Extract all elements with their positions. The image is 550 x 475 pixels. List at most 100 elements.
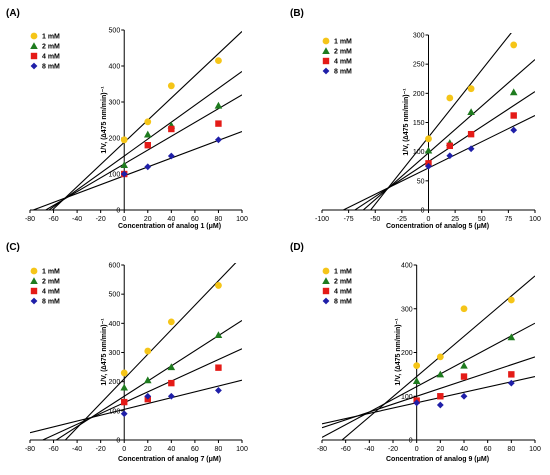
legend-marker-8-mm [322, 297, 330, 305]
x-tick-label: -20 [96, 216, 106, 223]
data-point [510, 126, 518, 134]
y-axis-title: 1/V, (∆475 nm/min)⁻¹ [403, 88, 410, 156]
series-8-mm [120, 387, 222, 418]
series-4-mm [425, 112, 517, 167]
data-point [425, 162, 432, 170]
data-point [412, 377, 421, 384]
fit-lines [322, 275, 535, 440]
data-point [214, 331, 223, 339]
x-tick-label: 20 [144, 216, 152, 223]
x-tick-label: 80 [215, 446, 223, 453]
legend-label: 4 mM [334, 59, 352, 66]
x-tick-label: 80 [215, 216, 223, 223]
fit-line-4-mm [41, 348, 242, 440]
data-point [215, 120, 222, 127]
legend-marker-2-mm [30, 277, 38, 285]
fit-line-1-mm [341, 275, 535, 440]
legend-marker-8-mm [30, 62, 38, 70]
y-tick-label: 400 [109, 64, 121, 71]
x-axis-title: Concentration of analog 7 (μM) [118, 456, 221, 463]
chart-panel-a: (A) -80 -60 -40 -20 0 20 40 60 80 100 0 100 200 300 400… [6, 8, 248, 230]
y-axis-title: 1/V, (∆475 nm/min)⁻¹ [101, 318, 108, 386]
legend-marker-4-mm [30, 52, 38, 60]
data-point [436, 370, 445, 378]
y-tick-label: 0 [116, 438, 120, 445]
fit-line-8-mm [31, 131, 242, 210]
data-point [167, 152, 175, 160]
data-point [446, 142, 453, 150]
legend-marker-2-mm [322, 47, 330, 55]
data-point [508, 371, 515, 378]
x-tick-label: -60 [341, 446, 351, 453]
data-point [467, 108, 475, 116]
series-8-mm [120, 136, 222, 178]
legend-label: 4 mM [334, 289, 352, 296]
data-point [460, 361, 468, 369]
data-point [507, 379, 515, 387]
x-tick-label: 60 [484, 446, 492, 453]
data-point [467, 130, 475, 138]
data-point [120, 383, 129, 391]
fit-lines [30, 263, 242, 440]
legend-marker-1-mm [30, 267, 38, 275]
x-tick-label: -75 [344, 216, 354, 223]
data-point [467, 145, 475, 153]
legend-marker-1-mm [322, 37, 330, 45]
data-point [120, 170, 128, 178]
legend-label: 1 mM [42, 34, 60, 41]
fit-line-2-mm [322, 322, 535, 438]
x-tick-label: -60 [48, 446, 58, 453]
y-tick-label: 200 [413, 91, 425, 98]
data-point [143, 130, 152, 138]
data-point [460, 305, 468, 313]
series-2-mm [120, 331, 223, 391]
x-axis-title: Concentration of analog 1 (μM) [118, 223, 221, 230]
data-point [167, 363, 176, 371]
y-tick-label: 250 [413, 62, 425, 69]
series-1-mm [425, 41, 518, 143]
x-tick-label: -80 [25, 446, 35, 453]
y-tick-label: 150 [413, 120, 425, 127]
x-tick-label: -80 [25, 216, 35, 223]
data-point [144, 163, 152, 171]
data-point [121, 398, 128, 406]
y-tick-label: 500 [109, 292, 121, 299]
data-point [446, 94, 454, 102]
y-tick-label: 400 [401, 263, 413, 270]
x-tick-label: 0 [122, 216, 126, 223]
legend-label: 1 mM [334, 269, 352, 276]
series-1-mm [120, 282, 222, 377]
legend: 1 mM 2 mM 4 mM 8 mM [30, 267, 60, 306]
y-tick-label: 100 [109, 172, 121, 179]
series-2-mm [412, 333, 516, 384]
fit-line-8-mm [322, 376, 535, 425]
y-tick-label: 300 [401, 306, 413, 313]
legend-label: 2 mM [42, 44, 60, 51]
data-point [436, 353, 444, 361]
x-tick-label: 100 [529, 446, 541, 453]
y-tick-label: 200 [401, 350, 413, 357]
y-tick-label: 200 [109, 379, 121, 386]
fit-line-4-mm [44, 94, 242, 210]
legend-label: 8 mM [334, 299, 352, 306]
x-tick-label: -20 [96, 446, 106, 453]
x-tick-label: -40 [364, 446, 374, 453]
series-1-mm [413, 296, 515, 370]
x-tick-label: -80 [317, 446, 327, 453]
fit-line-1-mm [64, 263, 237, 440]
legend-label: 4 mM [42, 54, 60, 61]
data-point [144, 392, 152, 400]
data-point [413, 362, 421, 370]
x-tick-label: 100 [236, 216, 248, 223]
legend-label: 1 mM [334, 39, 352, 46]
legend-marker-8-mm [322, 67, 330, 75]
data-point [215, 57, 222, 64]
legend-label: 8 mM [42, 299, 60, 306]
fit-lines [31, 31, 242, 210]
data-point [143, 376, 152, 384]
data-point [467, 85, 475, 93]
x-tick-label: 20 [144, 446, 152, 453]
data-point [120, 161, 129, 169]
x-tick-label: 20 [436, 446, 444, 453]
